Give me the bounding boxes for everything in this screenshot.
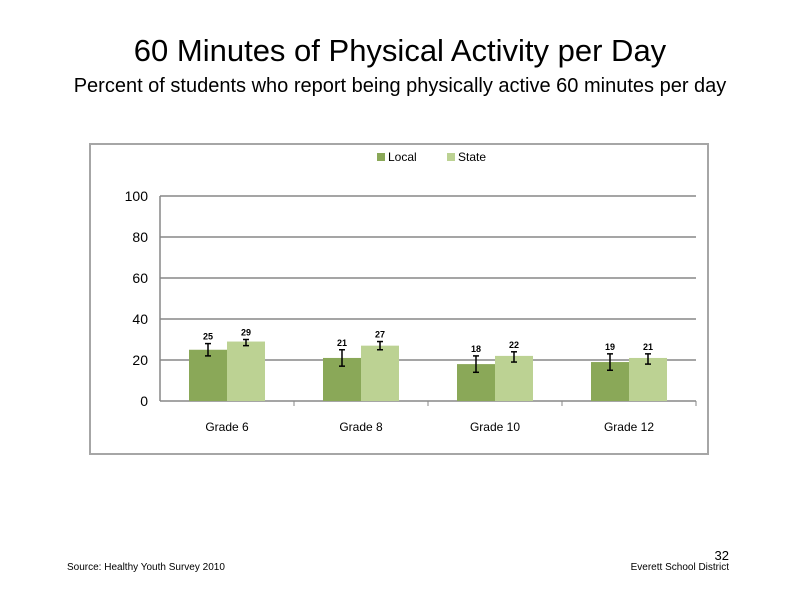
x-tick-label: Grade 10 — [470, 420, 520, 434]
data-label: 18 — [471, 344, 481, 354]
source-note: Source: Healthy Youth Survey 2010 — [67, 562, 225, 573]
slide-subtitle: Percent of students who report being phy… — [73, 75, 727, 97]
x-tick-label: Grade 6 — [205, 420, 249, 434]
page-number: 32 — [714, 548, 729, 563]
data-label: 21 — [643, 342, 653, 352]
data-label: 29 — [241, 328, 251, 338]
y-tick-label: 40 — [132, 311, 148, 327]
legend-swatch-state — [447, 153, 455, 161]
y-tick-label: 100 — [125, 188, 149, 204]
data-label: 27 — [375, 330, 385, 340]
organization-name: Everett School District — [630, 562, 729, 573]
legend-label-local: Local — [388, 150, 417, 164]
legend-swatch-local — [377, 153, 385, 161]
data-label: 25 — [203, 332, 213, 342]
data-label: 19 — [605, 342, 615, 352]
bar-state — [495, 355, 533, 401]
data-label: 22 — [509, 340, 519, 350]
bar-state — [629, 357, 667, 401]
slide-title: 60 Minutes of Physical Activity per Day — [133, 33, 667, 68]
x-tick-label: Grade 8 — [339, 420, 383, 434]
chart-frame: 0 20 40 60 80 100 Grade 6 25 29 Grade 8 21 27 Grade … — [89, 143, 709, 455]
bar-chart: 0 20 40 60 80 100 Grade 6 25 29 Grade 8 21 27 Grade … — [125, 150, 697, 434]
bar-local — [189, 349, 227, 401]
x-tick-label: Grade 12 — [604, 420, 654, 434]
y-tick-label: 80 — [132, 229, 148, 245]
data-label: 21 — [337, 338, 347, 348]
legend-label-state: State — [458, 150, 486, 164]
y-tick-label: 60 — [132, 270, 148, 286]
y-tick-label: 20 — [132, 352, 148, 368]
bar-state — [361, 345, 399, 401]
y-tick-label: 0 — [140, 393, 148, 409]
bar-state — [227, 341, 265, 401]
